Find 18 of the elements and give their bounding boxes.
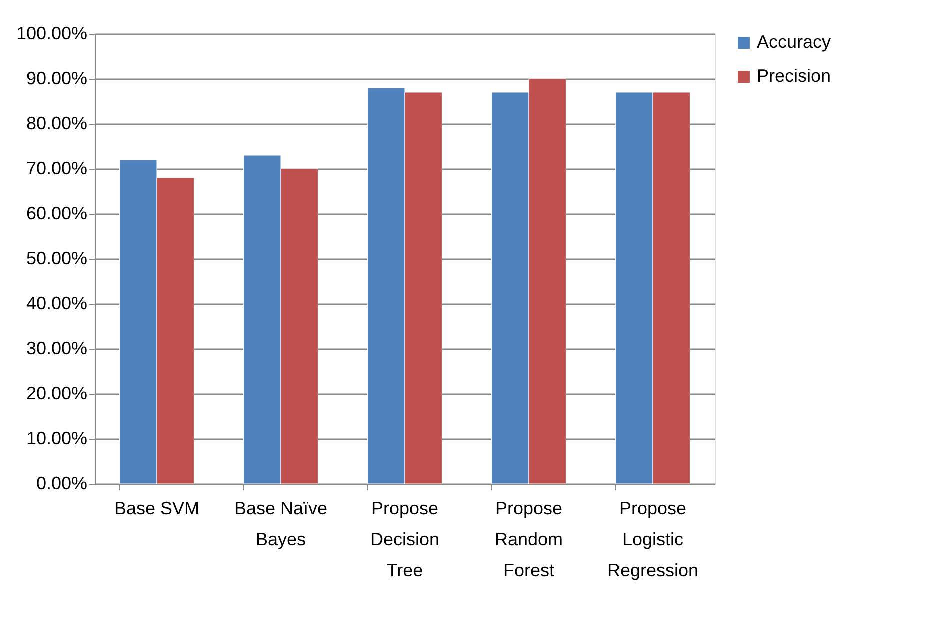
- x-tick-label: Propose Logistic Regression: [607, 498, 699, 580]
- x-tick-label: Base Naïve Bayes: [234, 498, 328, 550]
- y-tick-label: 70.00%: [26, 158, 88, 178]
- y-tick-label: 80.00%: [26, 114, 88, 134]
- y-tick-label: 10.00%: [26, 428, 88, 448]
- y-tick-label: 60.00%: [26, 204, 88, 224]
- y-tick-label: 50.00%: [26, 248, 88, 268]
- y-tick-label: 0.00%: [36, 474, 88, 494]
- x-tick-label: Propose Random Forest: [494, 498, 564, 580]
- x-tick-label: Propose Decision Tree: [370, 498, 440, 580]
- y-tick-label: 30.00%: [26, 338, 88, 358]
- y-tick-label: 100.00%: [16, 24, 88, 44]
- legend-label: Accuracy: [757, 32, 832, 52]
- y-tick-label: 20.00%: [26, 384, 88, 404]
- y-tick-label: 40.00%: [26, 294, 88, 314]
- y-tick-label: 90.00%: [26, 68, 88, 88]
- legend-label: Precision: [757, 66, 832, 86]
- x-tick-label: Base SVM: [114, 498, 200, 518]
